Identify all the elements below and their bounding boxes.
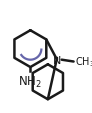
Text: N: N (53, 55, 61, 65)
Text: NH$_2$: NH$_2$ (18, 74, 42, 89)
Text: CH$_3$: CH$_3$ (75, 55, 92, 69)
